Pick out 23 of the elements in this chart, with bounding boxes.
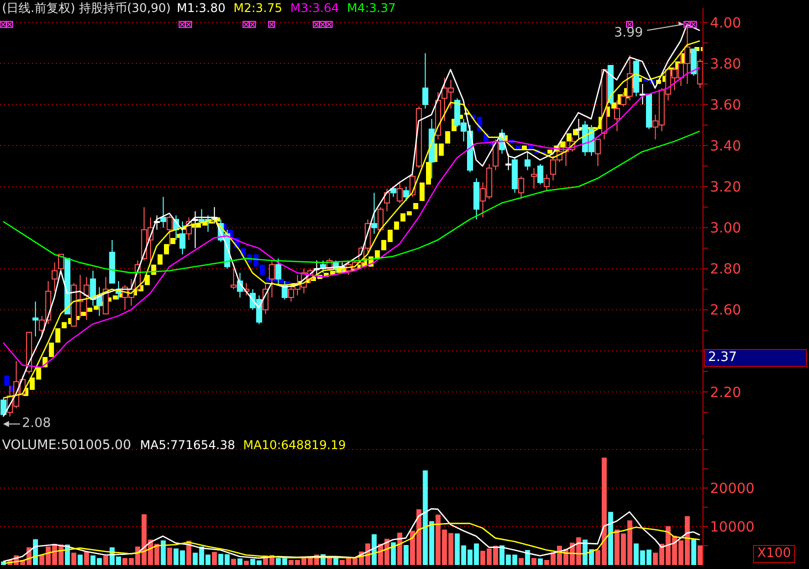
y-tick-label: 3.00 bbox=[710, 220, 742, 237]
text: 2.37 bbox=[704, 349, 807, 367]
annotation: 2.08 bbox=[22, 416, 51, 432]
y-tick-label: 20000 bbox=[710, 481, 755, 497]
text: M2:3.75 bbox=[233, 1, 282, 15]
y-tick-label: 3.80 bbox=[710, 56, 742, 72]
y-tick-label: 2.20 bbox=[710, 384, 742, 401]
text: M4:3.37 bbox=[346, 1, 396, 15]
y-tick-label: 3.20 bbox=[710, 180, 742, 196]
y-tick-label: 10000 bbox=[710, 519, 755, 536]
text: M1:3.80 bbox=[176, 1, 226, 15]
text: MA5:771654.38 bbox=[140, 438, 236, 452]
y-tick-label: 3.60 bbox=[710, 97, 742, 114]
y-tick-label: 2.80 bbox=[710, 262, 742, 278]
text: X100 bbox=[753, 545, 795, 563]
annotation: 3.99 bbox=[614, 25, 644, 40]
chart-title: (日线.前复权) 持股持币(30,90) bbox=[2, 1, 171, 15]
annotation: VOLUME:501005.00 bbox=[2, 438, 132, 454]
y-tick-label: 2.60 bbox=[710, 302, 742, 319]
y-tick-label: 4.00 bbox=[710, 15, 742, 32]
text: M3:3.64 bbox=[290, 1, 339, 15]
y-tick-label: 3.40 bbox=[710, 138, 742, 155]
text: MA10:648819.19 bbox=[243, 438, 346, 452]
